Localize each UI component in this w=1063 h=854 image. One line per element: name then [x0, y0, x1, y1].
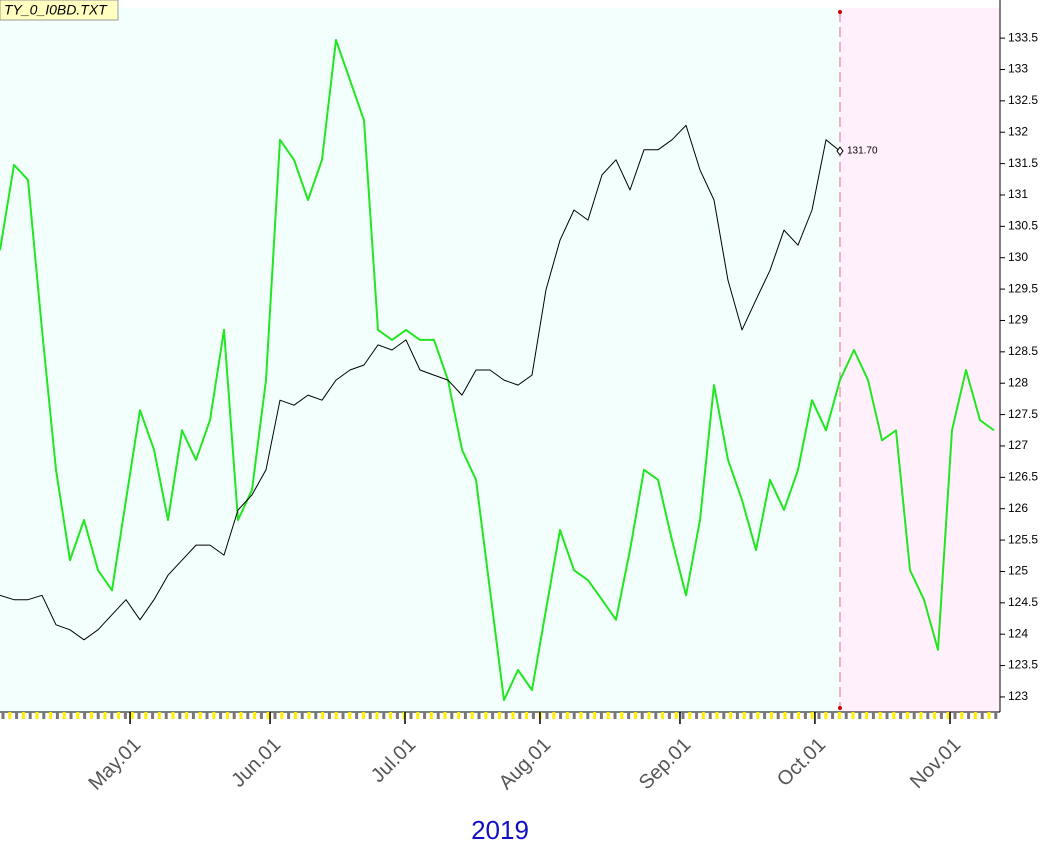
plot-background — [0, 8, 1000, 712]
chart-title: TY_0_I0BD.TXT — [4, 2, 108, 18]
x-tick-label: May.01 — [84, 734, 145, 795]
y-tick-label: 123.5 — [1008, 658, 1038, 672]
value-label: 131.70 — [847, 146, 878, 157]
y-tick-label: 132.5 — [1008, 93, 1038, 107]
future-region — [839, 8, 1000, 712]
y-tick-label: 128 — [1008, 375, 1028, 389]
y-tick-label: 125 — [1008, 564, 1028, 578]
y-tick-label: 133.5 — [1008, 30, 1038, 44]
y-tick-label: 124.5 — [1008, 595, 1038, 609]
y-tick-label: 130.5 — [1008, 219, 1038, 233]
y-tick-label: 131.5 — [1008, 156, 1038, 170]
y-tick-label: 128.5 — [1008, 344, 1038, 358]
y-tick-label: 126 — [1008, 501, 1028, 515]
x-tick-label: Jun.01 — [227, 734, 285, 792]
x-tick-label: Aug.01 — [495, 734, 555, 794]
y-tick-label: 129 — [1008, 313, 1028, 327]
x-tick-label: Sep.01 — [635, 734, 695, 794]
y-tick-label: 131 — [1008, 187, 1028, 201]
y-tick-label: 127.5 — [1008, 407, 1038, 421]
y-tick-label: 126.5 — [1008, 470, 1038, 484]
x-axis-label: 2019 — [471, 815, 529, 845]
divider-dot — [837, 706, 842, 710]
y-tick-label: 129.5 — [1008, 281, 1038, 295]
y-tick-label: 125.5 — [1008, 532, 1038, 546]
last-value-marker — [836, 146, 844, 156]
x-tick-label: Nov.01 — [906, 734, 965, 793]
y-tick-label: 133 — [1008, 62, 1028, 76]
x-tick-label: Jul.01 — [367, 734, 420, 787]
y-tick-label: 130 — [1008, 250, 1028, 264]
divider-dot — [837, 10, 842, 14]
y-tick-label: 132 — [1008, 124, 1028, 138]
y-tick-label: 124 — [1008, 626, 1028, 640]
series-line — [0, 39, 995, 702]
series-line — [0, 124, 841, 641]
y-tick-label: 123 — [1008, 689, 1028, 703]
title-box — [0, 0, 119, 21]
y-tick-label: 127 — [1008, 438, 1028, 452]
x-tick-label: Oct.01 — [773, 734, 830, 791]
